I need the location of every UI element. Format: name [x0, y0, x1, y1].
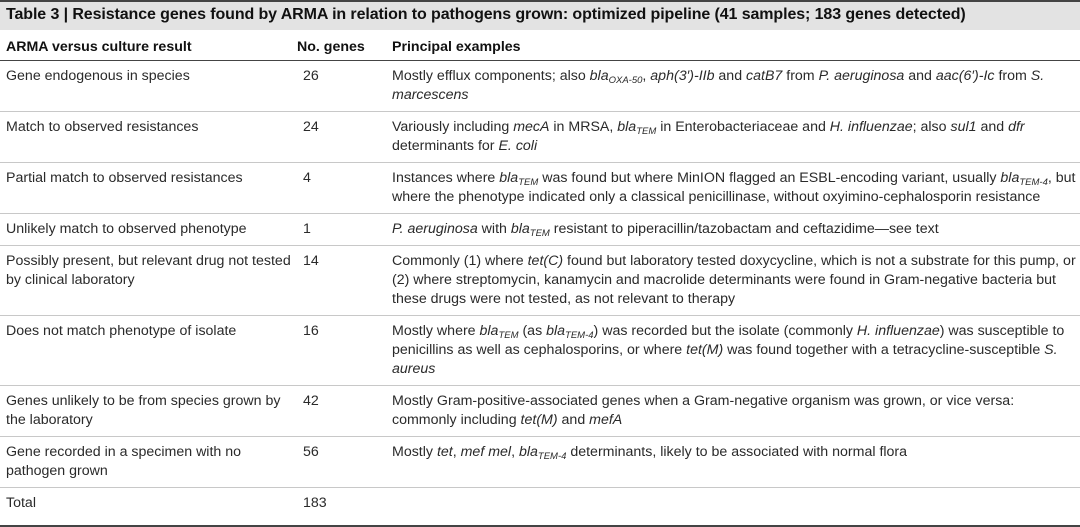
examples-cell: Mostly tet, mef mel, blaTEM-4 determinan…: [392, 436, 1080, 488]
header-arma-result: ARMA versus culture result: [0, 30, 297, 61]
count-cell: 26: [297, 60, 392, 112]
examples-cell: Mostly efflux components; also blaOXA-50…: [392, 60, 1080, 112]
count-cell: 14: [297, 245, 392, 316]
bottom-rule: [0, 525, 1080, 527]
resistance-genes-table: ARMA versus culture result No. genes Pri…: [0, 30, 1080, 519]
examples-cell: Variously including mecA in MRSA, blaTEM…: [392, 111, 1080, 163]
count-cell: 56: [297, 436, 392, 488]
result-cell: Genes unlikely to be from species grown …: [0, 385, 297, 437]
table-row: Gene endogenous in species 26 Mostly eff…: [0, 60, 1080, 112]
count-cell: 4: [297, 162, 392, 214]
table-row: Does not match phenotype of isolate 16 M…: [0, 315, 1080, 386]
result-cell-total: Total: [6, 495, 36, 511]
table-row: Match to observed resistances 24 Various…: [0, 111, 1080, 163]
result-cell: Match to observed resistances: [0, 111, 297, 163]
table-row: Genes unlikely to be from species grown …: [0, 385, 1080, 437]
result-cell: Does not match phenotype of isolate: [0, 315, 297, 386]
examples-cell: Mostly where blaTEM (as blaTEM-4) was re…: [392, 315, 1080, 386]
count-cell: 24: [297, 111, 392, 163]
result-cell: Gene endogenous in species: [0, 60, 297, 112]
result-cell: Partial match to observed resistances: [0, 162, 297, 214]
header-no-genes: No. genes: [297, 30, 392, 61]
examples-cell: Instances where blaTEM was found but whe…: [392, 162, 1080, 214]
header-principal-examples: Principal examples: [392, 30, 1080, 61]
table-row: Possibly present, but relevant drug not …: [0, 245, 1080, 316]
result-cell: Unlikely match to observed phenotype: [0, 213, 297, 246]
count-cell: 1: [297, 213, 392, 246]
result-cell: Gene recorded in a specimen with no path…: [0, 436, 297, 488]
table-row-total: Total 183: [0, 488, 1080, 520]
table-title: Table 3 | Resistance genes found by ARMA…: [0, 0, 1080, 30]
result-cell: Possibly present, but relevant drug not …: [0, 245, 297, 316]
table-header-row: ARMA versus culture result No. genes Pri…: [0, 30, 1080, 61]
count-cell: 42: [297, 385, 392, 437]
count-cell-total: 183: [303, 495, 327, 511]
examples-cell: Mostly Gram-positive-associated genes wh…: [392, 385, 1080, 437]
examples-cell: Commonly (1) where tet(C) found but labo…: [392, 245, 1080, 316]
table-row: Unlikely match to observed phenotype 1 P…: [0, 213, 1080, 246]
count-cell: 16: [297, 315, 392, 386]
table-row: Gene recorded in a specimen with no path…: [0, 436, 1080, 488]
examples-cell-empty: [392, 488, 1080, 520]
table-row: Partial match to observed resistances 4 …: [0, 162, 1080, 214]
examples-cell: P. aeruginosa with blaTEM resistant to p…: [392, 213, 1080, 246]
